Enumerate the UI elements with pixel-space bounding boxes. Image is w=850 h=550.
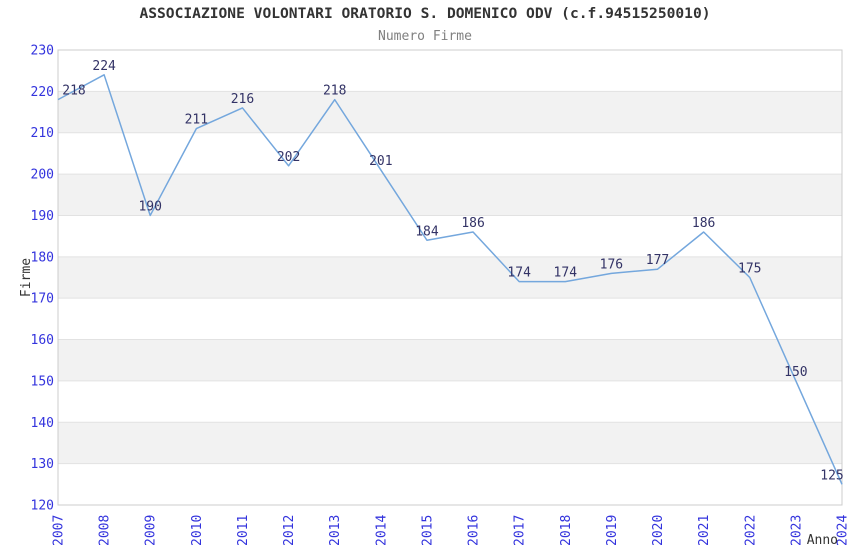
x-tick-label: 2011 (236, 515, 251, 546)
y-tick-label: 160 (31, 333, 54, 348)
plot-band (58, 91, 842, 133)
x-tick-label: 2021 (697, 515, 712, 546)
plot-border (57, 49, 843, 506)
y-tick-label: 120 (31, 499, 54, 514)
y-tick-label: 220 (31, 85, 54, 100)
y-tick-label: 180 (31, 250, 54, 265)
plot-band (58, 256, 842, 299)
plot-band (58, 174, 842, 216)
x-tick-label: 2020 (651, 515, 666, 546)
data-label: 218 (62, 84, 85, 99)
y-tick-label: 230 (31, 44, 54, 59)
y-tick-label: 200 (31, 168, 54, 183)
y-axis-title: Firme (19, 258, 34, 297)
data-label: 177 (646, 253, 669, 268)
chart-title: ASSOCIAZIONE VOLONTARI ORATORIO S. DOMEN… (139, 5, 711, 22)
data-label: 224 (92, 59, 116, 74)
data-label: 201 (369, 154, 392, 169)
x-tick-label: 2018 (559, 515, 574, 546)
data-label: 211 (185, 113, 208, 128)
data-label: 186 (692, 216, 715, 231)
data-line (57, 74, 843, 485)
x-tick-label: 2012 (282, 515, 297, 546)
x-axis-title: Anno (807, 533, 838, 548)
x-tick-label: 2007 (52, 515, 67, 546)
y-tick-label: 150 (31, 374, 54, 389)
data-label: 174 (554, 266, 578, 281)
y-tick-label: 190 (31, 209, 54, 224)
data-label: 218 (323, 84, 346, 99)
data-label: 184 (415, 224, 439, 239)
data-label: 176 (600, 257, 623, 272)
x-tick-label: 2008 (98, 515, 113, 546)
data-label: 174 (507, 266, 531, 281)
data-label: 175 (738, 262, 761, 277)
y-tick-label: 170 (31, 292, 54, 307)
y-tick-label: 130 (31, 457, 54, 472)
x-tick-label: 2017 (513, 515, 528, 546)
data-label: 150 (784, 365, 807, 380)
x-tick-label: 2022 (743, 515, 758, 546)
y-tick-label: 210 (31, 126, 54, 141)
x-tick-label: 2013 (328, 515, 343, 546)
plot-band (58, 339, 842, 381)
plot-band (58, 422, 842, 464)
data-label: 125 (820, 468, 843, 483)
y-tick-label: 140 (31, 416, 54, 431)
x-tick-label: 2016 (467, 515, 482, 546)
x-tick-label: 2019 (605, 515, 620, 546)
x-tick-label: 2024 (836, 515, 850, 546)
x-tick-label: 2015 (420, 515, 435, 546)
data-label: 190 (138, 199, 161, 214)
data-label: 202 (277, 150, 300, 165)
x-tick-label: 2023 (789, 515, 804, 546)
data-label: 216 (231, 92, 254, 107)
x-tick-label: 2010 (190, 515, 205, 546)
x-tick-label: 2009 (144, 515, 159, 546)
chart-subtitle: Numero Firme (378, 29, 472, 44)
data-label: 186 (461, 216, 484, 231)
x-tick-label: 2014 (374, 515, 389, 546)
